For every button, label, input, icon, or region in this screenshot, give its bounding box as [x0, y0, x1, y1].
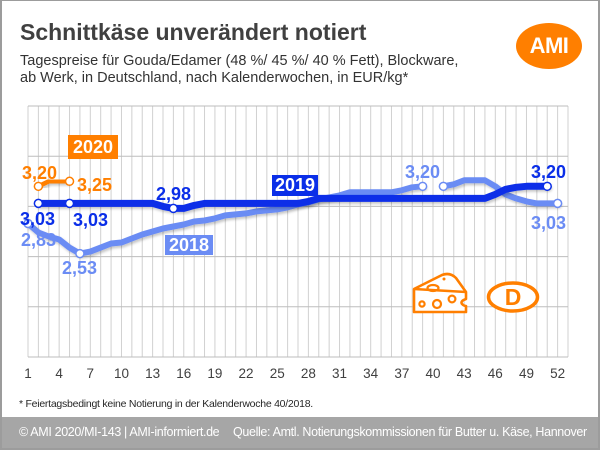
x-tick-label: 43: [457, 366, 472, 381]
series-2018-line: [25, 183, 426, 257]
ami-logo-text: AMI: [529, 33, 569, 58]
series-2018-marker: [75, 248, 85, 259]
series-2019: [34, 182, 551, 212]
x-tick-label: 52: [550, 366, 565, 381]
x-tick-label: 7: [87, 366, 95, 381]
x-tick-label: 4: [55, 366, 63, 381]
series-2019-marker: [64, 198, 75, 209]
country-letter: D: [505, 284, 522, 310]
data-label: 2,98: [156, 184, 192, 204]
x-tick-label: 37: [394, 366, 409, 381]
series-2020-marker: [33, 181, 44, 192]
data-label: 3,03: [531, 213, 567, 233]
chart-title: Schnittkäse unverändert notiert: [20, 19, 367, 45]
chart-subtitle: Tagespreise für Gouda/Edamer (48 %/ 45 %…: [20, 53, 458, 87]
x-tick-label: 31: [332, 366, 347, 381]
footnote: * Feiertagsbedingt keine Notierung in de…: [19, 398, 313, 410]
series-2019-line: [34, 182, 551, 212]
series-label-2020: 2020: [68, 135, 118, 159]
data-label: 2,53: [62, 258, 98, 278]
series-label-2018: 2018: [165, 235, 213, 255]
x-tick-label: 46: [488, 366, 503, 381]
data-label: 3,20: [22, 163, 58, 183]
country-badge-reflection: [486, 316, 540, 338]
subtitle-line-2: ab Werk, in Deutschland, nach Kalenderwo…: [20, 70, 409, 86]
x-tick-label: 25: [270, 366, 285, 381]
x-tick-label: 19: [207, 366, 222, 381]
series-label-2019: 2019: [272, 175, 318, 196]
data-label: 3,03: [73, 210, 109, 230]
data-label: 3,20: [531, 162, 567, 182]
cheese-icon-reflection: [411, 316, 469, 340]
series-2019-marker: [168, 203, 179, 214]
footer-bar: © AMI 2020/MI-143 | AMI-informiert.de Qu…: [0, 417, 600, 448]
cheese-icon: [411, 271, 469, 315]
data-label: 2,83: [21, 230, 57, 250]
data-label: 3,20: [405, 162, 441, 182]
x-tick-label: 22: [239, 366, 254, 381]
subtitle-line-1: Tagespreise für Gouda/Edamer (48 %/ 45 %…: [20, 53, 459, 69]
x-tick-label: 13: [145, 366, 160, 381]
footer-source: Quelle: Amtl. Notierungskommissionen für…: [233, 425, 587, 439]
series-2018-marker: [438, 181, 449, 192]
series-2018-marker: [23, 218, 33, 229]
x-tick-label: 34: [363, 366, 379, 381]
data-label: 3,25: [77, 175, 113, 195]
series-2020-line: [36, 179, 72, 189]
x-tick-label: 49: [519, 366, 534, 381]
ami-logo: AMI: [516, 23, 582, 69]
series-2020: [36, 179, 72, 189]
x-axis-ticks: 1 4 7 10 13 16 19 22 25 28 31 34 37 40 43 46 49 52: [24, 366, 565, 381]
data-label: 3,03: [20, 209, 56, 229]
series-2019-marker: [33, 198, 44, 209]
country-germany-badge-icon: D: [486, 281, 540, 313]
series-2020-marker: [64, 176, 75, 187]
series-2018-marker: [552, 198, 563, 209]
x-tick-label: 28: [301, 366, 316, 381]
footer-copyright: © AMI 2020/MI-143 | AMI-informiert.de: [19, 425, 220, 439]
x-tick-label: 16: [176, 366, 191, 381]
series-2018-marker: [417, 181, 428, 192]
x-tick-label: 1: [24, 366, 32, 381]
x-tick-label: 40: [425, 366, 440, 381]
x-tick-label: 10: [114, 366, 129, 381]
series-2019-marker: [542, 181, 552, 192]
